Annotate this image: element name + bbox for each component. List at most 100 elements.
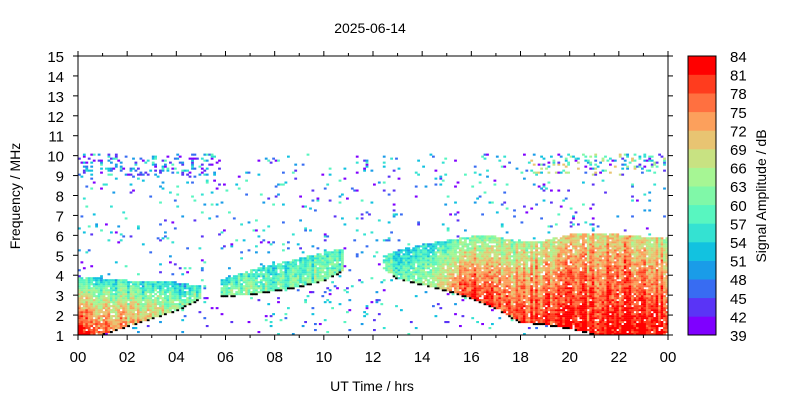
- heatmap-cell: [139, 305, 143, 308]
- heatmap-cell: [225, 287, 229, 290]
- heatmap-cell: [545, 321, 548, 324]
- heatmap-cell: [112, 303, 116, 306]
- heatmap-cell: [557, 259, 561, 262]
- heatmap-cell: [277, 277, 280, 280]
- heatmap-cell: [532, 269, 536, 272]
- heatmap-cell: [525, 271, 529, 274]
- heatmap-cell: [363, 169, 366, 172]
- heatmap-cell: [110, 323, 113, 326]
- heatmap-cell: [591, 275, 595, 278]
- heatmap-cell: [444, 263, 448, 266]
- heatmap-cell: [301, 163, 305, 166]
- heatmap-cell: [149, 299, 153, 302]
- heatmap-cell: [591, 309, 595, 312]
- heatmap-cell: [318, 263, 322, 266]
- heatmap-cell: [124, 279, 128, 282]
- heatmap-cell: [518, 279, 521, 282]
- heatmap-cell: [134, 321, 138, 324]
- heatmap-cell: [228, 293, 231, 296]
- heatmap-cell: [306, 261, 310, 264]
- heatmap-cell: [85, 185, 89, 188]
- heatmap-cell: [510, 271, 514, 274]
- heatmap-cell: [540, 303, 543, 306]
- heatmap-cell: [591, 261, 595, 264]
- heatmap-cell: [277, 273, 280, 276]
- heatmap-cell: [493, 277, 497, 280]
- heatmap-cell: [95, 329, 98, 332]
- heatmap-cell: [385, 257, 389, 260]
- heatmap-cell: [557, 307, 561, 310]
- heatmap-cell: [564, 251, 568, 254]
- heatmap-cell: [554, 277, 558, 280]
- heatmap-cell: [567, 313, 570, 316]
- heatmap-cell: [100, 291, 103, 294]
- heatmap-cell: [564, 267, 568, 270]
- heatmap-cell: [527, 275, 531, 278]
- heatmap-cell: [488, 255, 492, 258]
- heatmap-cell: [400, 257, 403, 260]
- heatmap-cell: [284, 271, 288, 274]
- heatmap-cell: [527, 291, 531, 294]
- heatmap-cell: [540, 293, 543, 296]
- heatmap-cell: [407, 273, 411, 276]
- heatmap-cell: [164, 163, 167, 166]
- heatmap-cell: [360, 323, 364, 326]
- heatmap-cell: [525, 283, 529, 286]
- heatmap-cell: [169, 305, 172, 308]
- heatmap-cell: [159, 171, 162, 174]
- heatmap-cell: [483, 287, 487, 290]
- heatmap-cell: [427, 253, 430, 256]
- heatmap-cell: [530, 315, 534, 318]
- heatmap-cell: [564, 287, 568, 290]
- heatmap-cell: [579, 301, 583, 304]
- heatmap-cell: [569, 301, 573, 304]
- heatmap-cell: [476, 239, 479, 242]
- heatmap-cell: [87, 157, 91, 160]
- heatmap-cell: [232, 287, 236, 290]
- heatmap-cell: [486, 153, 489, 156]
- heatmap-cell: [419, 283, 423, 286]
- heatmap-cell: [439, 285, 443, 288]
- heatmap-cell: [505, 261, 509, 264]
- heatmap-cell: [432, 245, 435, 248]
- heatmap-cell: [259, 275, 263, 278]
- heatmap-cell: [468, 283, 472, 286]
- heatmap-cell: [237, 275, 241, 278]
- heatmap-cell: [562, 285, 566, 288]
- heatmap-cell: [503, 201, 507, 204]
- heatmap-cell: [579, 287, 583, 290]
- heatmap-cell: [149, 195, 153, 198]
- heatmap-cell: [151, 161, 155, 164]
- heatmap-cell: [183, 305, 187, 308]
- heatmap-cell: [508, 263, 511, 266]
- heatmap-cell: [164, 303, 167, 306]
- heatmap-cell: [82, 333, 86, 336]
- heatmap-cell: [400, 255, 403, 258]
- heatmap-cell: [577, 301, 580, 304]
- heatmap-cell: [542, 291, 546, 294]
- heatmap-cell: [161, 309, 165, 312]
- heatmap-cell: [498, 159, 502, 162]
- heatmap-cell: [188, 299, 192, 302]
- heatmap-cell: [429, 243, 433, 246]
- heatmap-cell: [360, 217, 364, 220]
- heatmap-cell: [90, 291, 94, 294]
- heatmap-cell: [422, 269, 425, 272]
- heatmap-cell: [417, 277, 420, 280]
- heatmap-cell: [434, 273, 438, 276]
- heatmap-cell: [107, 155, 111, 158]
- heatmap-cell: [311, 273, 315, 276]
- heatmap-cell: [520, 273, 524, 276]
- heatmap-cells: [78, 153, 669, 336]
- heatmap-cell: [311, 291, 315, 294]
- heatmap-cell: [589, 257, 593, 260]
- heatmap-cell: [377, 299, 381, 302]
- heatmap-cell: [532, 279, 536, 282]
- heatmap-cell: [520, 251, 524, 254]
- heatmap-cell: [471, 185, 475, 188]
- heatmap-cell: [156, 297, 160, 300]
- heatmap-cell: [417, 249, 420, 252]
- heatmap-cell: [97, 287, 101, 290]
- heatmap-cell: [178, 293, 182, 296]
- heatmap-cell: [417, 221, 420, 224]
